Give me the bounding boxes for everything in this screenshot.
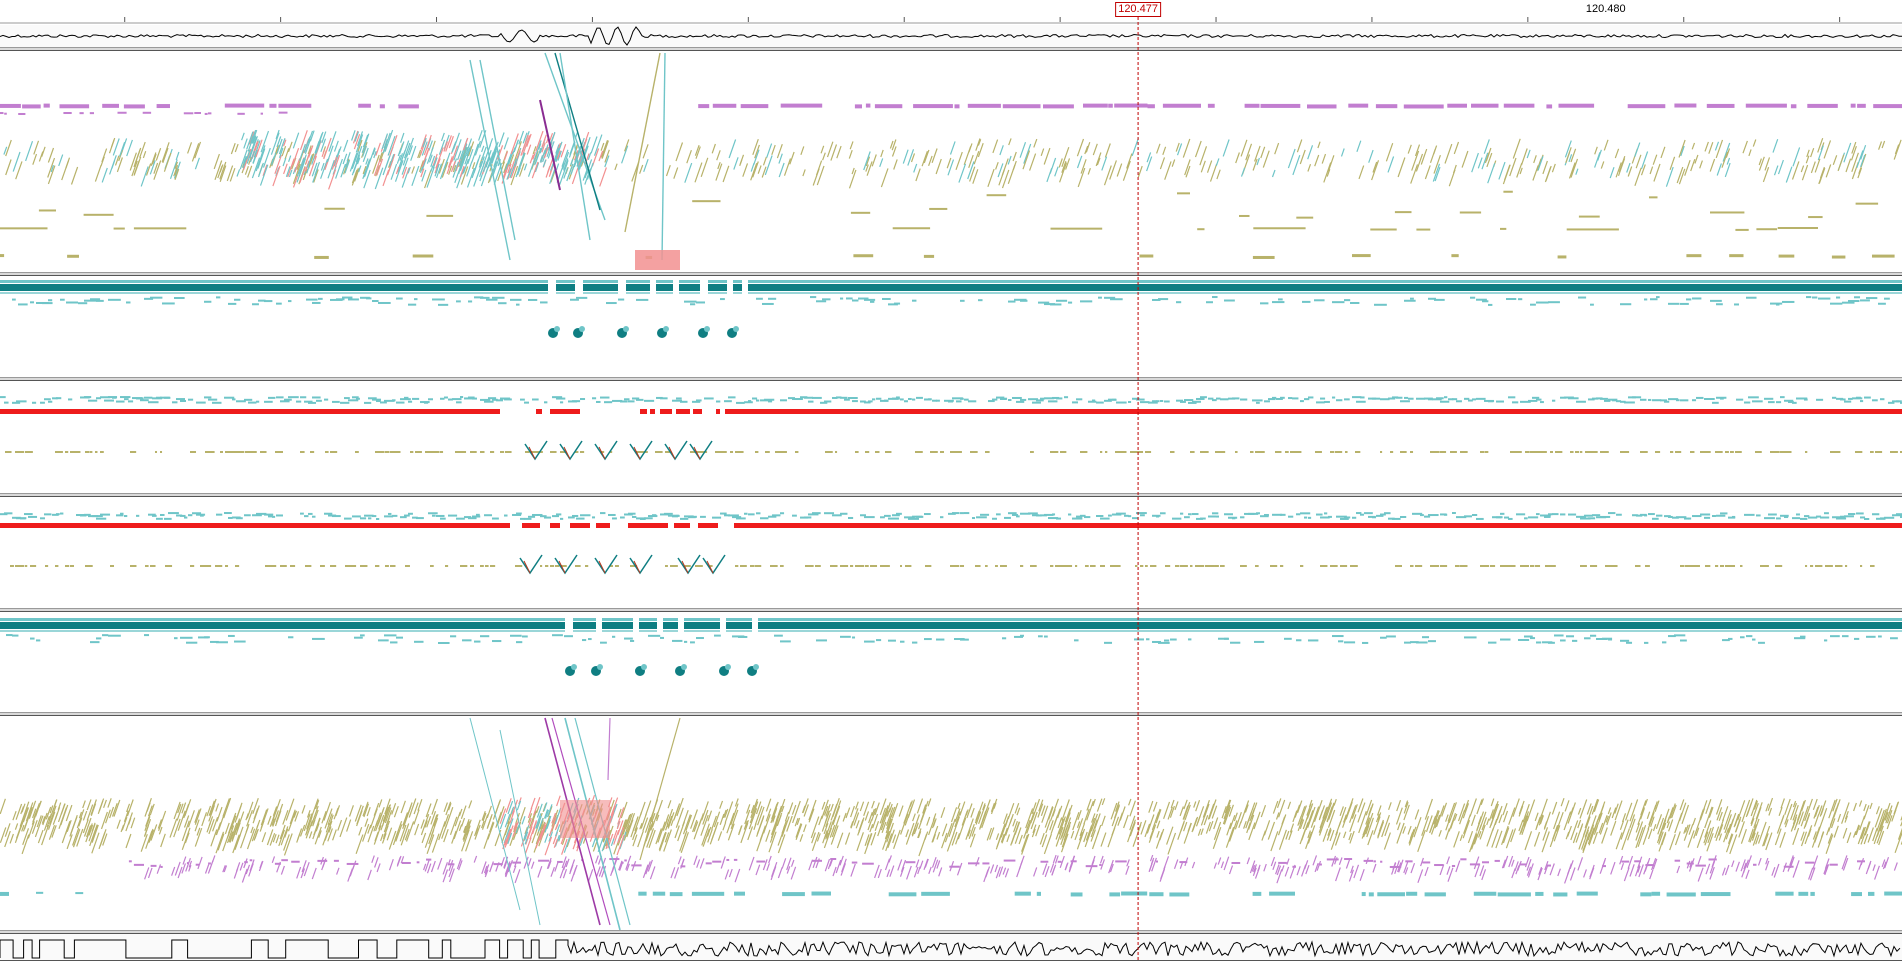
position-ruler[interactable]: 120.480 120.477 [0, 0, 1902, 22]
junction-marks [524, 440, 713, 461]
ruler-ticks [124, 17, 1841, 22]
alignment-track-3 [0, 396, 1902, 461]
teal-reads-2 [0, 891, 84, 895]
mismatch-cluster-2 [560, 800, 610, 838]
bottom-border [0, 960, 1902, 961]
variant-line [0, 523, 1902, 528]
clip-markers [548, 326, 739, 338]
khaki-reads-2 [0, 227, 1818, 231]
variant-line [0, 409, 1902, 414]
hatch-reads [0, 795, 1902, 884]
alignment-track-5 [0, 616, 1902, 676]
alignment-track-6 [0, 717, 1902, 931]
separator-2 [0, 272, 1902, 276]
tick-label-120480: 120.480 [1585, 3, 1626, 15]
separator-6 [0, 712, 1902, 716]
diagonal-reads [469, 52, 666, 261]
coverage-track-bottom [0, 934, 1902, 960]
alignment-track-1 [0, 52, 1902, 261]
separator-7 [0, 930, 1902, 934]
separator-3 [0, 377, 1902, 381]
hatch-reads [3, 129, 1902, 190]
alignment-track-2 [0, 278, 1902, 338]
separator-1 [0, 47, 1902, 51]
purple-reads-2 [0, 111, 288, 115]
khaki-reads [38, 190, 1879, 219]
teal-reads [0, 891, 1902, 897]
separator-5 [0, 608, 1902, 612]
mismatch-cluster [635, 250, 680, 270]
coverage-line [0, 939, 1901, 959]
purple-reads [0, 103, 1902, 109]
khaki-reads-3 [0, 254, 1895, 259]
clip-markers [565, 664, 759, 676]
cursor-position-label: 120.477 [1115, 2, 1161, 17]
alignment-track-4 [0, 512, 1902, 575]
junction-marks [519, 554, 726, 575]
separator-4 [0, 493, 1902, 497]
coverage-track-top [0, 25, 1902, 47]
coverage-line [0, 26, 1902, 46]
